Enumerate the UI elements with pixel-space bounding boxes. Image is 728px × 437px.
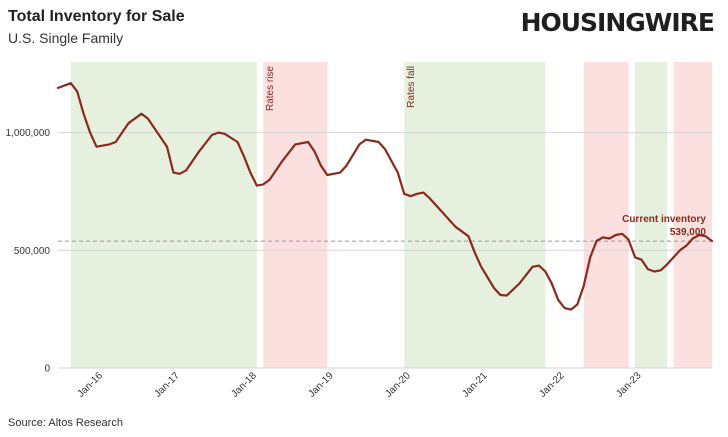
x-tick-label-6: Jan-22 <box>537 370 567 400</box>
x-tick-label-7: Jan-23 <box>614 370 644 400</box>
band-2 <box>404 62 546 368</box>
band-5 <box>673 62 712 368</box>
x-tick-label-2: Jan-18 <box>229 370 259 400</box>
y-tick-label-0: 0 <box>44 364 50 375</box>
series-line-0 <box>56 82 714 311</box>
chart-subtitle: U.S. Single Family <box>8 30 124 46</box>
x-tick-label-5: Jan-21 <box>460 370 490 400</box>
current-inventory-annotation: Current inventory 539,000 <box>622 214 706 238</box>
x-tick-label-0: Jan-16 <box>76 370 106 400</box>
x-tick-label-3: Jan-19 <box>306 370 336 400</box>
band-label-1: Rates rise <box>265 66 276 111</box>
band-1 <box>263 62 328 368</box>
y-tick-label-2: 1,000,000 <box>6 128 51 139</box>
x-tick-label-1: Jan-17 <box>153 370 183 400</box>
housingwire-logo: HOUSINGWIRE <box>520 8 715 37</box>
series-lines <box>56 82 714 311</box>
rate-period-bands: Rates rise Rates fall <box>70 62 712 368</box>
band-3 <box>583 62 629 368</box>
band-0 <box>70 62 257 368</box>
band-4 <box>635 62 668 368</box>
y-gridlines <box>58 132 712 369</box>
annotation-value: 539,000 <box>670 227 707 238</box>
y-axis-labels: 0 500,000 1,000,000 <box>6 128 51 374</box>
source-note: Source: Altos Research <box>8 417 123 429</box>
y-tick-label-1: 500,000 <box>14 246 51 257</box>
x-tick-label-4: Jan-20 <box>383 370 413 400</box>
band-label-2: Rates fall <box>406 66 417 108</box>
x-axis-labels: Jan-16 Jan-17 Jan-18 Jan-19 Jan-20 Jan-21 Jan-… <box>76 370 644 400</box>
annotation-label: Current inventory <box>622 214 706 225</box>
chart-title: Total Inventory for Sale <box>8 8 185 25</box>
